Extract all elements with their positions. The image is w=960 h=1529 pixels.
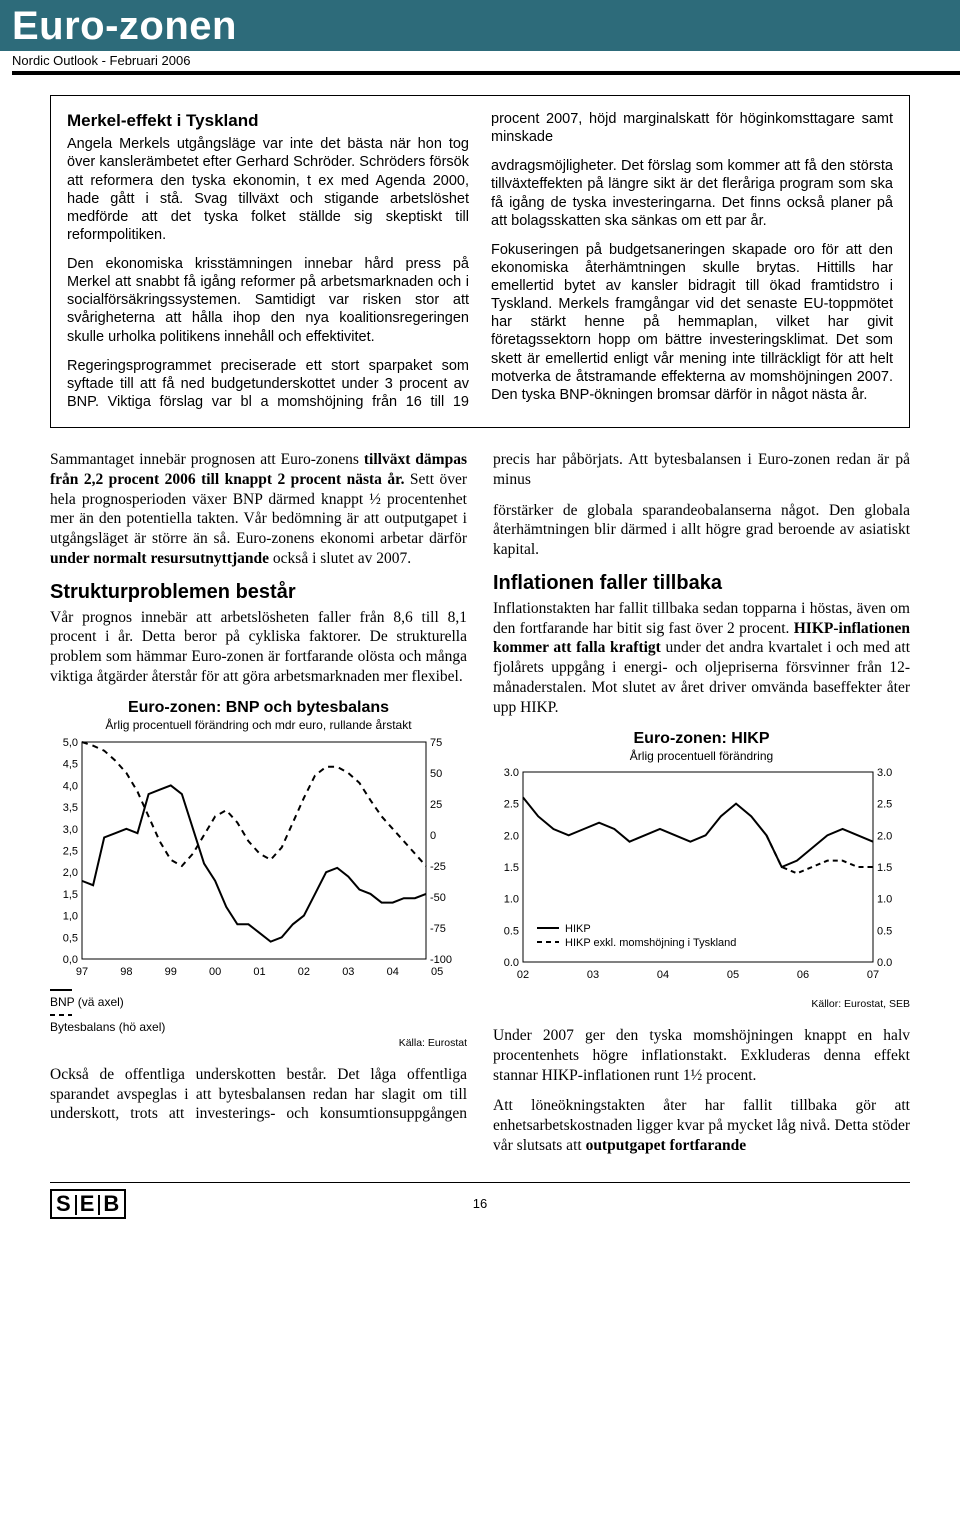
svg-text:2,0: 2,0 (63, 867, 78, 879)
page-number: 16 (473, 1196, 487, 1211)
main-columns: Merkel-effekt i Tyskland Angela Merkels … (50, 95, 910, 1156)
header-subline: Nordic Outlook - Februari 2006 (12, 53, 960, 75)
svg-text:0,0: 0,0 (63, 954, 78, 966)
svg-text:0.0: 0.0 (504, 957, 519, 969)
svg-text:0.5: 0.5 (504, 926, 519, 938)
chart2-source: Källor: Eurostat, SEB (493, 998, 910, 1011)
svg-text:0.0: 0.0 (877, 957, 892, 969)
svg-text:2,5: 2,5 (63, 845, 78, 857)
svg-text:99: 99 (165, 966, 177, 978)
svg-text:50: 50 (430, 768, 442, 780)
heading-inflation: Inflationen faller tillbaka (493, 571, 910, 597)
svg-text:06: 06 (797, 969, 809, 981)
svg-text:2.0: 2.0 (877, 831, 892, 843)
svg-text:02: 02 (298, 966, 310, 978)
svg-text:3.0: 3.0 (504, 767, 519, 779)
svg-text:1.0: 1.0 (877, 894, 892, 906)
svg-text:4,5: 4,5 (63, 758, 78, 770)
chart2-title: Euro-zonen: HIKP (493, 729, 910, 749)
chart1-svg: 5,0 4,5 4,0 3,5 3,0 2,5 2,0 1,5 1,0 0,5 0,0 75 50 25 0… (50, 736, 460, 981)
chart-bnp-trade: Euro-zonen: BNP och bytesbalans Årlig pr… (50, 698, 467, 1051)
header-subline-wrap: Nordic Outlook - Februari 2006 (0, 53, 960, 75)
box-p5: Fokuseringen på budgetsaneringen skapade… (491, 241, 893, 404)
svg-text:1.5: 1.5 (504, 862, 519, 874)
svg-text:05: 05 (431, 966, 443, 978)
svg-text:2.5: 2.5 (504, 799, 519, 811)
header-banner: Euro-zonen (0, 0, 960, 51)
chart1-legend: BNP (vä axel) Bytesbalans (hö axel) (50, 985, 467, 1036)
svg-text:97: 97 (76, 966, 88, 978)
svg-text:07: 07 (867, 969, 879, 981)
svg-text:0,5: 0,5 (63, 932, 78, 944)
chart1-source: Källa: Eurostat (50, 1037, 467, 1050)
svg-text:-75: -75 (430, 923, 446, 935)
svg-text:3,0: 3,0 (63, 823, 78, 835)
body-p2: Vår prognos innebär att arbetslösheten f… (50, 608, 467, 687)
svg-text:2.5: 2.5 (877, 799, 892, 811)
svg-text:98: 98 (120, 966, 132, 978)
svg-text:03: 03 (342, 966, 354, 978)
svg-text:00: 00 (209, 966, 221, 978)
footer: SEB 16 (50, 1182, 910, 1219)
body-p4: förstärker de globala sparandeobalansern… (493, 501, 910, 560)
svg-text:04: 04 (657, 969, 669, 981)
heading-struktur: Strukturproblemen består (50, 580, 467, 606)
svg-text:1.5: 1.5 (877, 862, 892, 874)
svg-text:-25: -25 (430, 861, 446, 873)
svg-text:4,0: 4,0 (63, 780, 78, 792)
svg-text:2.0: 2.0 (504, 831, 519, 843)
svg-text:1,5: 1,5 (63, 889, 78, 901)
box-p1: Angela Merkels utgångsläge var inte det … (67, 135, 469, 244)
svg-text:04: 04 (387, 966, 399, 978)
svg-text:02: 02 (517, 969, 529, 981)
body-p6: Under 2007 ger den tyska momshöjningen k… (493, 1026, 910, 1085)
chart2-subtitle: Årlig procentuell förändring (493, 749, 910, 764)
svg-text:1,0: 1,0 (63, 910, 78, 922)
svg-text:-50: -50 (430, 892, 446, 904)
svg-text:0: 0 (430, 830, 436, 842)
chart2-svg: 3.03.02.52.52.02.01.51.51.01.00.50.50.00… (493, 766, 903, 996)
svg-text:25: 25 (430, 799, 442, 811)
box-heading: Merkel-effekt i Tyskland (67, 110, 469, 131)
svg-text:0.5: 0.5 (877, 926, 892, 938)
body-p5: Inflationstakten har fallit tillbaka sed… (493, 599, 910, 718)
svg-text:1.0: 1.0 (504, 894, 519, 906)
box-p4: avdragsmöjligheter. Det förslag som komm… (491, 157, 893, 230)
svg-text:HIKP: HIKP (565, 923, 591, 935)
body-p7: Att löneökningstakten åter har fallit ti… (493, 1096, 910, 1155)
highlight-box: Merkel-effekt i Tyskland Angela Merkels … (50, 95, 910, 428)
chart1-title: Euro-zonen: BNP och bytesbalans (50, 698, 467, 718)
chart-hikp: Euro-zonen: HIKP Årlig procentuell förän… (493, 729, 910, 1012)
svg-text:-100: -100 (430, 954, 452, 966)
svg-text:75: 75 (430, 737, 442, 749)
box-p2: Den ekonomiska krisstämningen innebar hå… (67, 255, 469, 346)
banner-title: Euro-zonen (12, 4, 948, 49)
svg-text:01: 01 (253, 966, 265, 978)
chart1-subtitle: Årlig procentuell förändring och mdr eur… (50, 718, 467, 733)
seb-logo: SEB (50, 1189, 126, 1219)
body-p1: Sammantaget innebär prognosen att Euro-z… (50, 450, 467, 569)
svg-text:5,0: 5,0 (63, 737, 78, 749)
svg-text:3,5: 3,5 (63, 802, 78, 814)
svg-text:HIKP exkl. momshöjning i Tyskl: HIKP exkl. momshöjning i Tyskland (565, 937, 736, 949)
svg-text:05: 05 (727, 969, 739, 981)
svg-text:3.0: 3.0 (877, 767, 892, 779)
svg-text:03: 03 (587, 969, 599, 981)
